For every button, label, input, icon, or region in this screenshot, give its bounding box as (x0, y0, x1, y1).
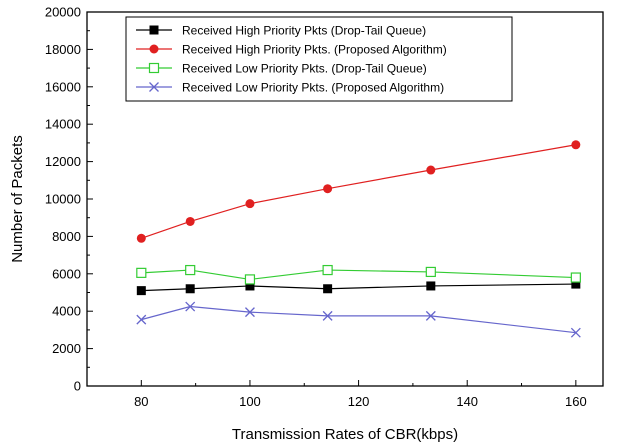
data-point (245, 199, 255, 209)
data-point (425, 310, 436, 321)
legend-item: Received High Priority Pkts. (Proposed A… (136, 43, 447, 57)
legend-label: Received High Priority Pkts (Drop-Tail Q… (182, 24, 426, 38)
data-point (185, 301, 196, 312)
legend-label: Received Low Priority Pkts. (Drop-Tail Q… (182, 62, 427, 76)
data-point (426, 281, 436, 291)
x-tick-label: 80 (134, 394, 148, 409)
data-point (322, 264, 333, 276)
data-point (571, 279, 581, 289)
x-axis-title: Transmission Rates of CBR(kbps) (232, 426, 458, 443)
legend-label: Received High Priority Pkts. (Proposed A… (182, 43, 447, 57)
y-tick-label: 14000 (45, 117, 81, 132)
data-point (185, 216, 195, 226)
legend-label: Received Low Priority Pkts. (Proposed Al… (182, 81, 444, 95)
data-point (244, 274, 256, 285)
series-line (141, 269, 576, 281)
y-tick-label: 16000 (45, 79, 81, 94)
x-tick-label: 160 (565, 394, 587, 409)
data-point (426, 165, 436, 175)
legend-item: Received High Priority Pkts (Drop-Tail Q… (136, 24, 426, 38)
x-tick-label: 100 (239, 394, 261, 409)
series-3 (136, 264, 581, 285)
y-tick-label: 10000 (45, 192, 81, 207)
y-tick-label: 12000 (45, 154, 81, 169)
x-tick-label: 140 (456, 394, 478, 409)
y-axis-title: Number of Packets (9, 135, 26, 263)
y-tick-label: 4000 (52, 304, 81, 319)
data-point (149, 25, 159, 35)
y-tick-label: 2000 (52, 341, 81, 356)
data-point (149, 44, 159, 54)
y-tick-label: 8000 (52, 229, 81, 244)
data-point (570, 327, 581, 338)
data-point (323, 184, 333, 194)
data-point (136, 286, 146, 296)
legend-item: Received Low Priority Pkts. (Proposed Al… (136, 81, 444, 95)
legend-item: Received Low Priority Pkts. (Drop-Tail Q… (136, 62, 427, 76)
data-point (148, 62, 160, 74)
data-point (571, 140, 581, 150)
y-tick-label: 0 (74, 379, 81, 394)
data-point (136, 233, 146, 243)
data-point (244, 307, 255, 318)
data-point (136, 314, 147, 325)
y-axis-ticks: 0 2000 4000 6000 8000 10000 12000 14000 16000 180… (45, 5, 93, 394)
data-point (185, 264, 196, 276)
legend: Received High Priority Pkts (Drop-Tail Q… (125, 16, 513, 102)
series-1 (136, 279, 581, 296)
series-line (141, 144, 576, 239)
data-point (322, 310, 333, 321)
data-point (149, 82, 159, 92)
data-point (245, 281, 255, 291)
series-line (141, 283, 576, 292)
y-tick-label: 18000 (45, 42, 81, 57)
series-layer (136, 140, 581, 338)
data-point (570, 272, 581, 283)
y-tick-label: 6000 (52, 266, 81, 281)
x-tick-label: 120 (348, 394, 370, 409)
data-point (425, 266, 436, 278)
data-point (185, 284, 195, 294)
legend-box (125, 16, 513, 102)
series-line (141, 305, 576, 334)
y-tick-label: 20000 (45, 5, 81, 20)
data-point (323, 284, 333, 294)
series-2 (136, 140, 581, 243)
series-4 (136, 301, 581, 338)
x-axis-ticks: 80 100 120 140 160 (86, 380, 587, 409)
data-point (136, 267, 147, 278)
